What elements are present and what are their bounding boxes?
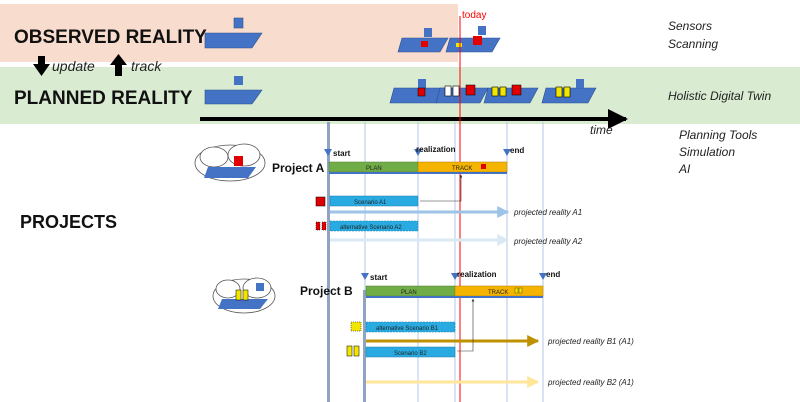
red-block-icon bbox=[481, 164, 486, 169]
project-b-cloud-icon bbox=[212, 277, 276, 314]
project-b-scenario1-yellow-block-icon bbox=[350, 321, 362, 332]
yellow-block-icon bbox=[456, 43, 462, 47]
project-a-scenario2-label: alternative Scenario A2 bbox=[340, 225, 402, 231]
project-a-cloud-icon bbox=[194, 143, 266, 182]
project-a-scenario1-red-block-icon bbox=[315, 196, 326, 207]
planned-platform-4 bbox=[483, 84, 539, 104]
project-b-realization-marker bbox=[451, 273, 459, 280]
project-a-scenario1-label: Scenario A1 bbox=[354, 200, 387, 206]
project-b-scenario1-label: alternative Scenario B1 bbox=[376, 326, 439, 332]
project-a-plan-label: PLAN bbox=[366, 166, 382, 172]
project-a-scenario2-bar bbox=[329, 220, 419, 232]
project-a-realization-marker bbox=[414, 149, 422, 156]
scanning-label: Scanning bbox=[668, 37, 718, 51]
projects-label: PROJECTS bbox=[20, 212, 117, 232]
projected-reality-a2-label: projected reality A2 bbox=[513, 237, 583, 246]
planning-tools-label: Planning Tools bbox=[679, 128, 757, 142]
project-b-start-line bbox=[363, 290, 366, 402]
project-a-track-label: TRACK bbox=[452, 166, 472, 172]
project-a-start-marker bbox=[324, 149, 332, 156]
update-arrow-icon bbox=[33, 56, 50, 76]
project-a-scenario1-bar bbox=[329, 195, 419, 207]
project-a-end-marker bbox=[503, 149, 511, 156]
project-b-start-marker bbox=[361, 273, 369, 280]
yellow-block-icon bbox=[514, 287, 519, 294]
project-a-start-line bbox=[327, 122, 330, 402]
a1-to-track-connector bbox=[420, 174, 463, 202]
project-b-plan-label: PLAN bbox=[401, 290, 417, 296]
update-label: update bbox=[52, 58, 95, 74]
project-b-scenario2-yellow-blocks-icon bbox=[346, 345, 360, 357]
project-a-baseline bbox=[329, 172, 507, 174]
today-label: today bbox=[462, 10, 486, 21]
observed-platform-2 bbox=[397, 28, 449, 53]
project-a-label: Project A bbox=[272, 161, 325, 175]
planned-reality-label: PLANNED REALITY bbox=[14, 88, 193, 109]
time-label: time bbox=[590, 123, 613, 137]
project-b-track-label: TRACK bbox=[488, 290, 508, 296]
project-b-scenario2-label: Scenario B2 bbox=[394, 351, 427, 357]
red-block-icon bbox=[421, 41, 428, 47]
planned-platform-1 bbox=[204, 76, 263, 105]
observed-reality-label: OBSERVED REALITY bbox=[14, 27, 207, 48]
red-block-icon bbox=[473, 36, 482, 45]
sensors-label: Sensors bbox=[668, 19, 712, 33]
project-b-realization-label: realization bbox=[457, 270, 497, 279]
project-a-realization-label: realization bbox=[416, 145, 456, 154]
project-b-end-label: end bbox=[546, 270, 560, 279]
track-label: track bbox=[131, 58, 162, 74]
planned-platform-5 bbox=[541, 79, 597, 104]
simulation-label: Simulation bbox=[679, 145, 735, 159]
project-a-end-label: end bbox=[510, 146, 524, 155]
planned-platform-3 bbox=[435, 84, 489, 104]
project-a-scenario2-red-blocks-icon bbox=[315, 221, 327, 231]
project-b-start-label: start bbox=[370, 273, 388, 282]
observed-platform-1 bbox=[204, 17, 263, 49]
ai-label: AI bbox=[678, 162, 691, 176]
b2-to-track-connector bbox=[457, 298, 475, 352]
projected-reality-a1-label: projected reality A1 bbox=[513, 208, 582, 217]
projected-reality-b1-label: projected reality B1 (A1) bbox=[547, 337, 634, 346]
yellow-block-icon bbox=[518, 287, 523, 294]
project-b-scenario2-bar bbox=[365, 346, 456, 358]
project-b-scenario1-bar bbox=[365, 321, 456, 333]
project-b-end-marker bbox=[539, 273, 547, 280]
digital-twin-label: Holistic Digital Twin bbox=[668, 89, 771, 103]
projected-reality-b2-label: projected reality B2 (A1) bbox=[547, 378, 634, 387]
project-b-baseline bbox=[366, 296, 543, 298]
project-a-start-label: start bbox=[333, 149, 351, 158]
project-b-label: Project B bbox=[300, 284, 353, 298]
track-arrow-icon bbox=[110, 54, 127, 76]
